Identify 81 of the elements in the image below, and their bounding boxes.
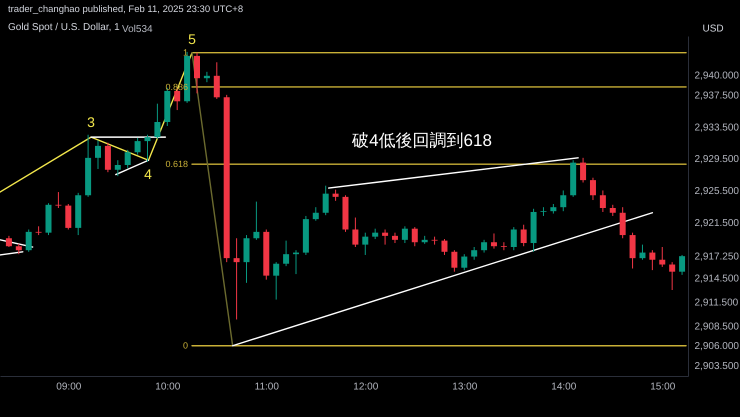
candlestick [620,206,626,239]
candlestick [124,149,131,169]
candlestick [362,232,368,256]
candlestick [95,140,102,170]
candlestick [510,226,517,251]
candlestick [679,254,686,276]
candlestick [580,157,586,184]
candlestick [234,238,240,320]
annotation: 4 [144,166,152,182]
x-tick-label: 11:00 [254,382,280,392]
candlestick [114,160,121,177]
y-tick-label: 2,937.500 [694,90,740,102]
candlestick [481,239,488,254]
candlestick [461,254,468,271]
candlestick [312,206,319,222]
candlestick [590,177,596,201]
candlestick [441,238,448,256]
candlestick [194,52,200,94]
x-tick-label: 12:00 [353,382,379,392]
y-tick-label: 2,925.500 [694,186,740,197]
candlestick [550,204,556,214]
candlestick [16,243,22,255]
series-label: 0.618 [166,159,188,170]
y-tick-label: 2,906.000 [694,341,740,352]
candlestick [65,204,72,230]
series-label: 0 [183,340,188,351]
candlestick [451,250,458,272]
x-tick-label: 15:00 [650,382,676,392]
y-tick-label: 2,908.500 [694,321,740,332]
candlestick [104,142,111,173]
y-tick-label: 2,929.500 [694,154,740,166]
candlestick [6,235,12,248]
y-tick-label: 2,903.500 [694,361,740,372]
candlestick [669,262,676,291]
candlestick [520,224,527,247]
y-tick-label: 2,917.250 [694,252,740,263]
annotation: 3 [87,114,96,130]
candlestick [154,103,160,140]
candlestick [382,228,388,246]
candlestick [639,244,646,260]
candlestick [490,232,497,250]
candlestick [332,189,339,202]
candlestick [283,240,290,267]
candlestick [144,134,150,162]
candlestick [540,206,546,216]
candlestick [412,226,418,247]
candlestick [659,246,666,268]
candlestick [610,204,616,216]
annotation: 破4低後回調到618 [351,131,492,150]
candlestick [630,232,636,270]
candlestick [352,217,358,248]
candlestick [392,232,398,244]
x-tick-label: 10:00 [155,382,181,392]
candlestick [26,228,32,252]
y-axis-title: USD [702,24,724,34]
candlestick [402,226,408,244]
text: Vol534 [122,24,154,35]
y-tick-label: 2,921.500 [694,218,740,229]
candlestick [134,137,141,156]
series-label: 1 [183,48,188,58]
y-tick-label: 2,933.500 [694,122,740,134]
candlestick [273,262,280,300]
y-tick-label: 2,911.500 [694,297,739,308]
candlestick [471,246,478,260]
text: trader_changhao published, Feb 11, 2025 23:30 UTC+8 [8,4,244,15]
candlestick [243,234,250,284]
y-tick-label: 2,914.500 [694,274,740,285]
candlestick [253,201,260,240]
candlestick [292,250,299,275]
candlestick [322,185,329,216]
x-tick-label: 13:00 [452,382,478,392]
y-tick-label: 2,940.000 [694,70,740,82]
annotation: 5 [188,31,196,47]
chart-title: Gold Spot / U.S. Dollar, 1 [8,22,120,33]
candlestick [649,250,656,271]
candlestick [560,190,566,212]
candlestick [214,62,220,100]
candlestick [600,190,606,212]
x-tick-label: 09:00 [56,382,82,392]
candlestick [372,228,378,240]
x-tick-label: 14:00 [551,382,577,392]
